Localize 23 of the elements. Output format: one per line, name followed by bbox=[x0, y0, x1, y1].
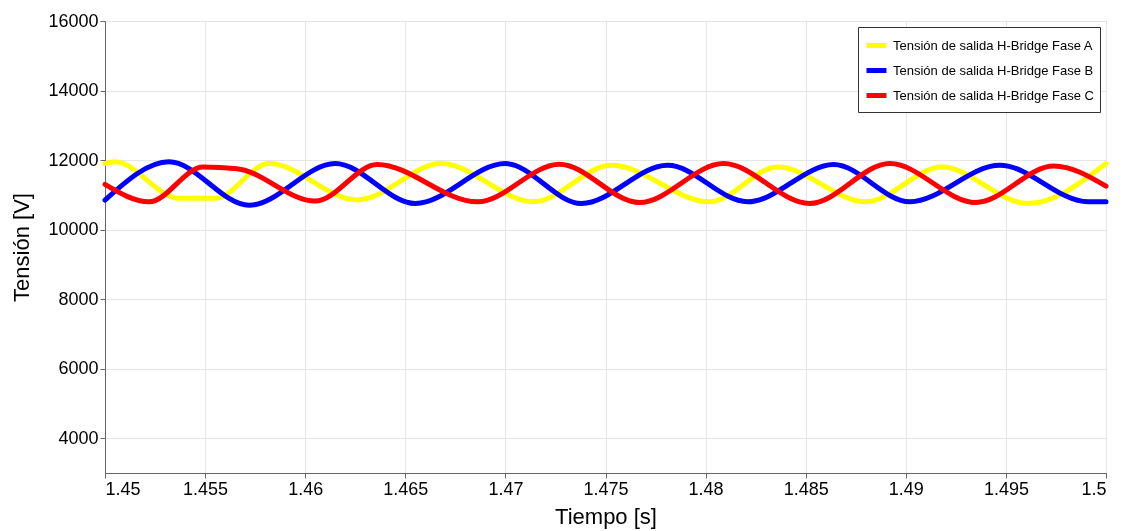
y-tick-label: 12000 bbox=[48, 149, 99, 170]
x-tick-label: 1.49 bbox=[888, 478, 924, 499]
y-tick-label: 14000 bbox=[48, 80, 99, 101]
x-axis-title: Tiempo [s] bbox=[555, 503, 657, 529]
x-tick-label: 1.455 bbox=[183, 478, 229, 499]
legend-label: Tensión de salida H-Bridge Fase C bbox=[893, 87, 1094, 103]
x-tick-label: 1.485 bbox=[783, 478, 829, 499]
x-tick-label: 1.48 bbox=[688, 478, 724, 499]
x-tick-label: 1.46 bbox=[288, 478, 324, 499]
x-tick-label: 1.45 bbox=[105, 478, 141, 499]
legend-label: Tensión de salida H-Bridge Fase A bbox=[893, 37, 1093, 53]
y-tick-label: 16000 bbox=[48, 10, 99, 31]
x-tick-label: 1.5 bbox=[1081, 478, 1107, 499]
legend-label: Tensión de salida H-Bridge Fase B bbox=[893, 62, 1094, 78]
x-tick-label: 1.495 bbox=[983, 478, 1029, 499]
x-tick-label: 1.47 bbox=[488, 478, 524, 499]
y-tick-label: 10000 bbox=[48, 219, 99, 240]
y-tick-label: 4000 bbox=[58, 427, 99, 448]
x-tick-label: 1.475 bbox=[583, 478, 629, 499]
y-axis-title: Tensión [V] bbox=[9, 193, 35, 302]
y-tick-label: 6000 bbox=[58, 358, 99, 379]
x-tick-label: 1.465 bbox=[383, 478, 429, 499]
y-tick-label: 8000 bbox=[58, 288, 99, 309]
